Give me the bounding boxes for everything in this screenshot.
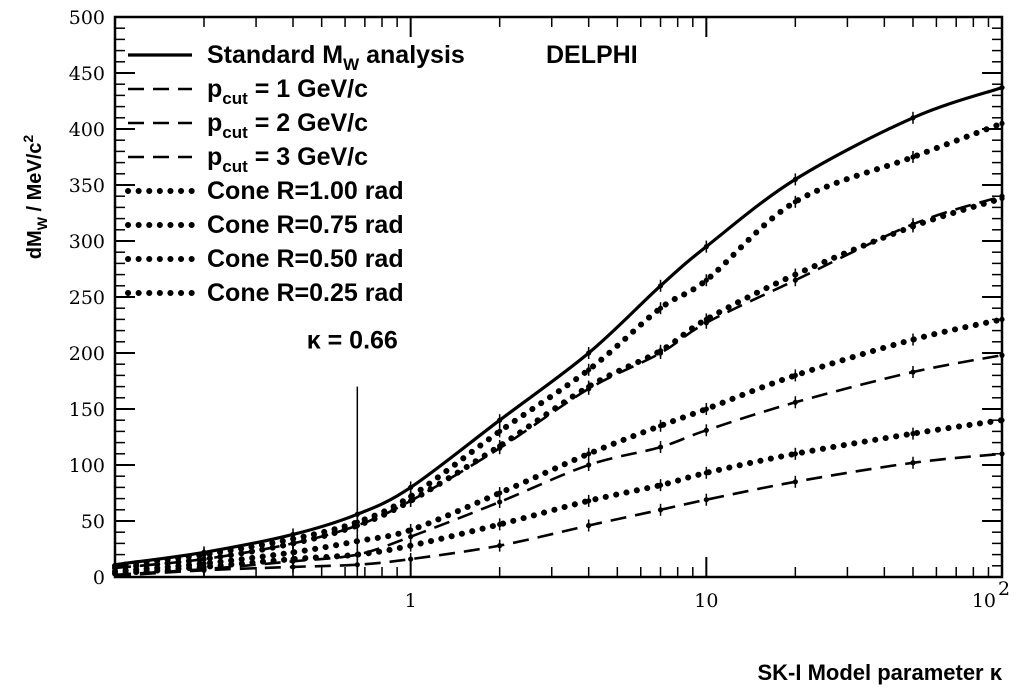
legend-label-3: pcut = 2 GeV/c — [207, 109, 368, 142]
series-line-1 — [114, 86, 1003, 567]
series-line-6 — [112, 195, 1005, 571]
data-point — [703, 244, 709, 250]
data-point — [497, 543, 503, 549]
series-lines — [112, 81, 1005, 578]
data-point — [290, 556, 296, 562]
data-point — [999, 316, 1005, 322]
data-point — [703, 470, 709, 476]
data-point — [497, 417, 503, 423]
series-line-8 — [112, 417, 1005, 577]
series-line-3 — [114, 353, 1003, 577]
data-point — [408, 498, 414, 504]
legend-label-1: Standard MW analysis — [207, 41, 465, 74]
data-point — [408, 556, 414, 562]
data-point — [586, 350, 592, 356]
data-point — [792, 451, 798, 457]
legend-label-4: pcut = 3 GeV/c — [207, 143, 368, 176]
y-axis-label: dMW / MeV/c2 — [20, 135, 50, 260]
y-tick-label: 100 — [69, 455, 105, 477]
y-tick-label: 50 — [81, 511, 105, 533]
x-tick-label-exponent: 2 — [998, 578, 1010, 600]
data-point — [910, 223, 916, 230]
data-point — [657, 348, 664, 354]
data-point — [999, 84, 1005, 91]
experiment-label: DELPHI — [546, 41, 638, 69]
data-point — [586, 384, 592, 390]
y-tick-label: 300 — [69, 231, 105, 253]
series-line-7 — [112, 316, 1005, 575]
y-tick-label: 250 — [69, 287, 105, 309]
data-point — [999, 352, 1005, 358]
data-point — [657, 423, 664, 429]
data-point — [586, 498, 592, 504]
data-point — [792, 176, 798, 182]
data-point — [586, 367, 592, 373]
data-point — [910, 115, 916, 121]
x-tick-label: 1 — [405, 590, 417, 612]
y-tick-label: 350 — [69, 175, 105, 197]
legend-label-5: Cone R=1.00 rad — [207, 177, 404, 205]
data-point — [408, 534, 414, 540]
data-point — [497, 499, 503, 505]
data-point — [703, 427, 709, 433]
series-line-2 — [114, 452, 1003, 578]
y-tick-label: 400 — [69, 119, 105, 141]
series-line-4 — [114, 194, 1003, 570]
x-axis-label: SK-I Model parameter κ — [757, 660, 1002, 685]
y-tick-label: 200 — [69, 343, 105, 365]
data-point — [792, 199, 798, 205]
data-point — [999, 451, 1005, 457]
data-point — [586, 522, 592, 529]
data-point — [586, 462, 592, 468]
data-point — [703, 497, 709, 503]
x-tick-label: 10 — [972, 590, 996, 612]
data-point — [201, 564, 207, 570]
data-point — [408, 543, 414, 549]
data-point — [910, 460, 916, 466]
data-point — [792, 272, 798, 278]
y-tick-label: 150 — [69, 399, 105, 421]
data-point — [999, 195, 1005, 202]
data-point — [792, 479, 798, 485]
data-point — [657, 507, 664, 513]
y-tick-label: 0 — [93, 567, 105, 589]
data-point — [999, 417, 1005, 423]
data-point — [703, 316, 709, 322]
legend-label-2: pcut = 1 GeV/c — [207, 75, 368, 108]
data-point — [910, 369, 916, 375]
data-point — [408, 527, 414, 533]
data-point — [408, 484, 414, 490]
data-point — [657, 482, 664, 488]
annotation: κ = 0.66 — [307, 327, 398, 577]
data-point — [497, 521, 503, 527]
legend-label-6: Cone R=0.75 rad — [207, 211, 404, 239]
series-line-5 — [112, 120, 1005, 569]
data-point — [910, 431, 916, 437]
data-point — [497, 428, 503, 434]
data-point — [657, 444, 664, 450]
data-point — [497, 490, 503, 496]
data-point — [910, 336, 916, 343]
y-tick-label: 500 — [69, 7, 105, 29]
x-tick-label: 10 — [694, 590, 718, 612]
annotation-label: κ = 0.66 — [307, 327, 398, 355]
data-point — [792, 372, 798, 378]
data-point — [703, 406, 709, 412]
legend-label-8: Cone R=0.25 rad — [207, 279, 404, 307]
data-point — [657, 305, 664, 311]
data-point — [657, 283, 664, 289]
data-point — [290, 549, 296, 555]
data-point — [497, 443, 503, 449]
data-point — [999, 120, 1005, 126]
data-point — [290, 540, 296, 547]
legend-label-7: Cone R=0.50 rad — [207, 245, 404, 273]
data-point — [703, 277, 709, 283]
data-point — [792, 399, 798, 405]
y-tick-label: 450 — [69, 63, 105, 85]
data-point — [586, 451, 592, 457]
data-point — [910, 154, 916, 160]
